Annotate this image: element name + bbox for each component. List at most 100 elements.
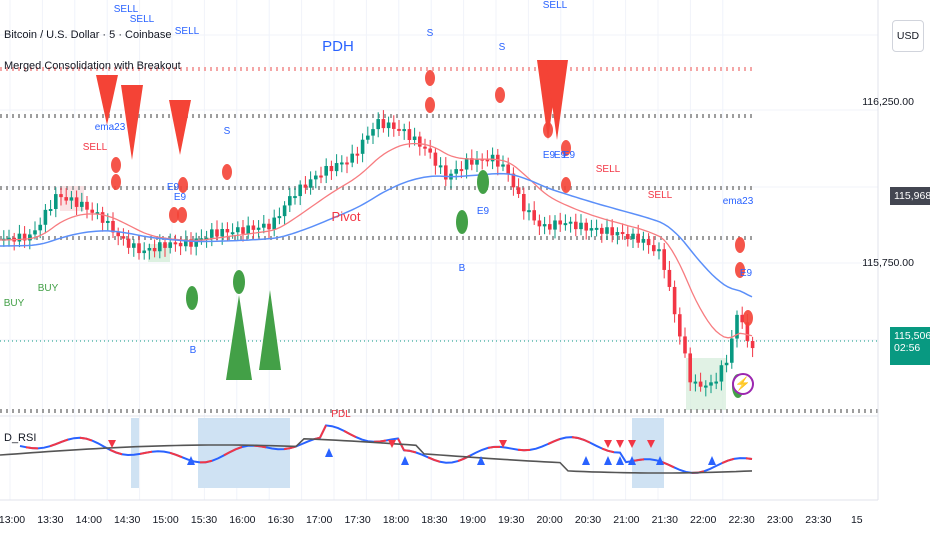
candle-body [397, 128, 401, 131]
candle-body [308, 179, 313, 188]
candle-body [714, 381, 718, 384]
candle-body [735, 314, 739, 339]
lightning-icon[interactable]: ⚡ [732, 373, 754, 395]
candle-body [282, 205, 287, 217]
signal-label: BUY [37, 283, 59, 294]
candle-body [267, 223, 271, 230]
rsi-down-segment [607, 449, 615, 454]
sell-marker [178, 177, 188, 193]
candle-body [334, 163, 339, 172]
rsi-down-segment [403, 449, 411, 452]
rsi-down-segment [25, 446, 33, 450]
sell-triangle [169, 100, 191, 155]
candle-body [444, 165, 448, 180]
candle-body [641, 238, 646, 243]
candle-body [636, 233, 640, 243]
candle-body [574, 221, 578, 230]
rsi-down-segment [577, 437, 585, 441]
time-axis-label: 15:30 [190, 514, 218, 526]
candle-body [381, 119, 386, 129]
candle-body [90, 209, 94, 213]
sell-marker [561, 140, 571, 156]
candle-body [516, 187, 521, 194]
candle-body [501, 164, 505, 167]
candle-body [225, 229, 230, 233]
rsi-ma-line [0, 437, 753, 474]
candle-body [646, 238, 651, 246]
candle-body [563, 223, 568, 226]
time-axis-label: 22:30 [728, 514, 755, 526]
sell-marker [111, 157, 121, 173]
time-axis-label: 19:00 [459, 514, 486, 526]
candle-body [85, 201, 89, 210]
candle-body [38, 224, 42, 231]
time-axis-label: 18:00 [382, 514, 410, 526]
candle-body [121, 236, 126, 239]
rsi-down-segment [139, 451, 147, 455]
candle-body [631, 233, 635, 240]
rsi-down-segment [235, 446, 243, 451]
signal-label: SELL [113, 4, 139, 15]
candle-body [698, 381, 703, 387]
buy-marker [477, 170, 489, 194]
rsi-down-segment [457, 457, 465, 463]
rsi-bear-arrow [604, 440, 612, 448]
symbol-title[interactable]: Bitcoin / U.S. Dollar · 5 · Coinbase [4, 29, 172, 41]
sell-marker [425, 70, 435, 86]
candle-body [28, 234, 32, 241]
candle-body [579, 222, 583, 230]
currency-button[interactable]: USD [892, 20, 924, 52]
rsi-bear-arrow [647, 440, 655, 448]
candle-body [548, 224, 552, 230]
rsi-down-segment [667, 463, 675, 469]
time-axis-label: 18:30 [421, 514, 448, 526]
signal-label: SELL [595, 164, 621, 175]
rsi-bull-arrow [656, 456, 664, 465]
candle-body [199, 238, 204, 241]
candle-body [667, 269, 672, 287]
candle-body [678, 314, 682, 337]
candle-body [470, 158, 474, 165]
price-axis-label: 116,250.00 [862, 96, 914, 108]
candle-body [152, 247, 157, 252]
candle-body [527, 210, 531, 213]
rsi-bull-arrow [325, 448, 333, 457]
candle-body [95, 212, 100, 215]
rsi-down-segment [79, 436, 87, 440]
time-axis-label: 16:30 [267, 514, 294, 526]
candle-body [106, 220, 110, 223]
candle-body [293, 196, 297, 199]
candle-body [137, 243, 141, 254]
buy-triangle [259, 290, 281, 370]
candle-body [319, 175, 323, 178]
candle-body [220, 229, 224, 237]
candle-body [553, 220, 557, 230]
candle-body [189, 239, 193, 247]
candle-body [215, 229, 219, 237]
candle-body [251, 225, 256, 230]
time-axis-label: 13:30 [37, 514, 64, 526]
candle-body [688, 353, 692, 383]
last-price-tag: 115,506.83 02:56 [890, 327, 932, 365]
rsi-bear-arrow [499, 440, 507, 448]
time-axis-label: 23:30 [805, 514, 832, 526]
candle-body [568, 221, 573, 224]
sell-marker [543, 122, 553, 138]
candle-body [303, 184, 308, 188]
time-axis-label: 13:00 [0, 514, 26, 526]
candle-body [620, 232, 625, 235]
rsi-bull-arrow [401, 456, 409, 465]
indicator-title[interactable]: Merged Consolidation with Breakout [4, 60, 181, 72]
rsi-down-segment [229, 448, 237, 453]
signal-label: E9 [739, 268, 753, 279]
rsi-down-segment [145, 450, 153, 454]
candle-body [360, 139, 365, 154]
rsi-down-segment [727, 457, 735, 462]
sell-triangle [96, 75, 118, 125]
candle-body [262, 223, 266, 228]
rsi-down-segment [433, 458, 441, 463]
rsi-bull-arrow [477, 456, 485, 465]
rsi-down-segment [583, 438, 591, 444]
rsi-pane-title[interactable]: D_RSI [4, 432, 37, 444]
